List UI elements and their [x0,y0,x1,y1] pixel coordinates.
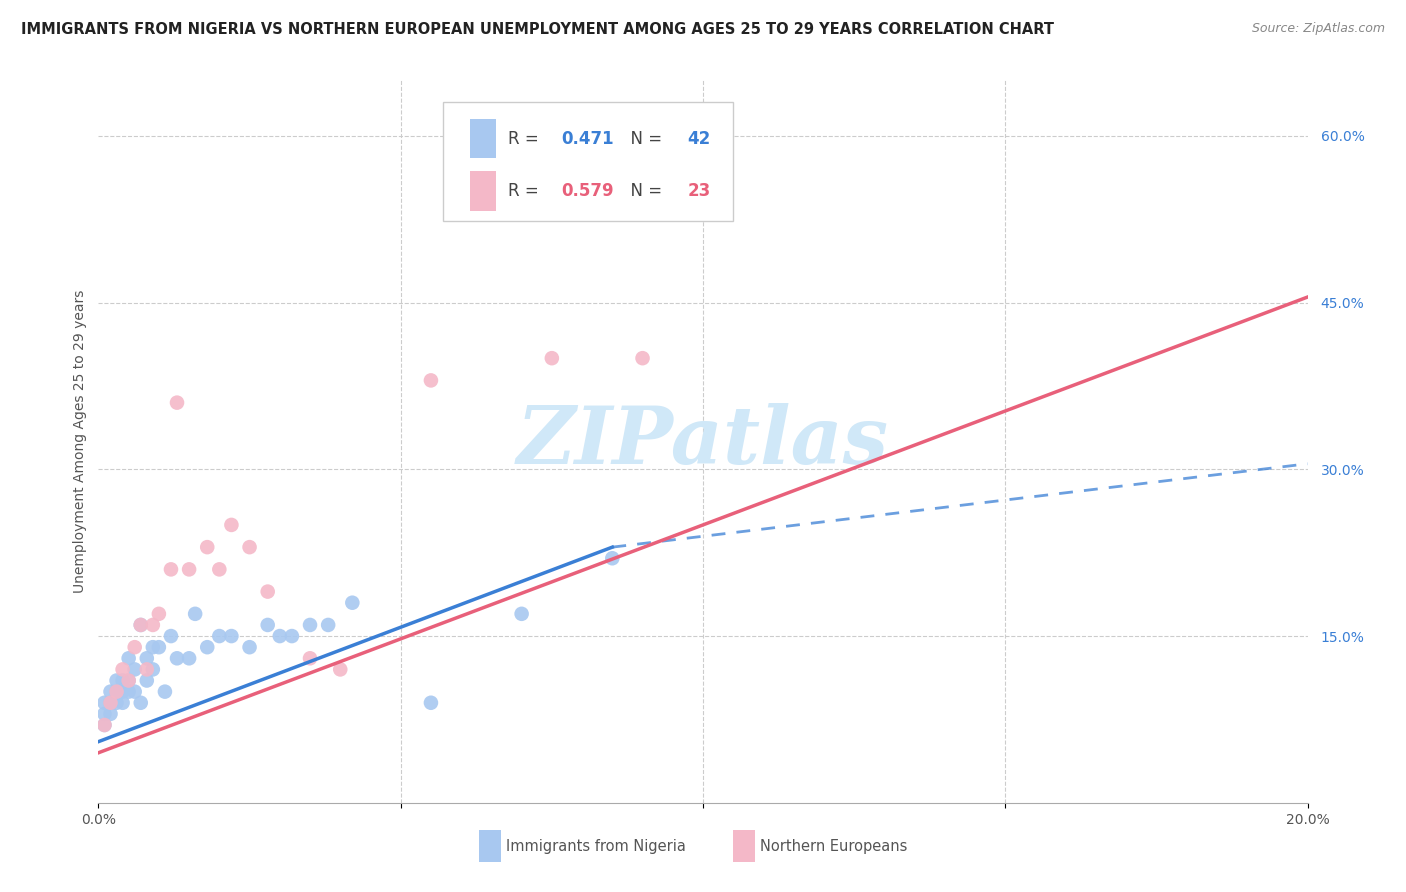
Point [316,618,339,632]
Text: 42: 42 [688,129,710,147]
Point [166,395,188,409]
Point [105,684,128,698]
Point [111,684,134,698]
Point [93,696,115,710]
Point [124,662,146,676]
Point [93,718,115,732]
Point [420,696,443,710]
FancyBboxPatch shape [479,830,501,863]
Text: IMMIGRANTS FROM NIGERIA VS NORTHERN EUROPEAN UNEMPLOYMENT AMONG AGES 25 TO 29 YE: IMMIGRANTS FROM NIGERIA VS NORTHERN EURO… [21,22,1054,37]
Text: N =: N = [620,182,666,200]
Text: Northern Europeans: Northern Europeans [759,838,907,854]
Point [129,696,152,710]
Point [124,640,146,655]
Point [160,629,183,643]
Text: N =: N = [620,129,666,147]
Point [129,618,152,632]
Text: Source: ZipAtlas.com: Source: ZipAtlas.com [1251,22,1385,36]
Point [100,706,122,721]
Point [221,629,243,643]
Point [208,562,231,576]
Point [269,629,291,643]
Point [420,373,443,387]
FancyBboxPatch shape [470,119,496,159]
FancyBboxPatch shape [443,102,734,221]
Point [129,618,152,632]
Point [118,673,141,688]
Point [118,673,141,688]
Point [299,651,322,665]
Point [105,673,128,688]
Point [299,618,322,632]
Text: ZIPatlas: ZIPatlas [517,403,889,480]
Point [195,540,218,554]
FancyBboxPatch shape [470,171,496,211]
Point [100,696,122,710]
Point [184,607,207,621]
Point [221,517,243,532]
Point [166,651,188,665]
Text: R =: R = [509,129,544,147]
Point [329,662,352,676]
Point [135,651,157,665]
Point [93,706,115,721]
Point [256,584,278,599]
Point [118,684,141,698]
Point [135,662,157,676]
FancyBboxPatch shape [734,830,755,863]
Point [105,684,128,698]
Point [631,351,654,366]
Y-axis label: Unemployment Among Ages 25 to 29 years: Unemployment Among Ages 25 to 29 years [73,290,87,593]
Point [179,651,201,665]
Point [208,629,231,643]
Point [153,684,176,698]
Point [100,684,122,698]
Point [195,640,218,655]
Text: 0.579: 0.579 [561,182,614,200]
Point [142,618,165,632]
Point [105,696,128,710]
Point [148,640,170,655]
Point [342,596,364,610]
Text: R =: R = [509,182,544,200]
Point [111,696,134,710]
Point [111,662,134,676]
Point [179,562,201,576]
Point [510,607,533,621]
Point [239,540,262,554]
Point [111,673,134,688]
Text: Immigrants from Nigeria: Immigrants from Nigeria [506,838,686,854]
Text: 23: 23 [688,182,710,200]
Point [142,662,165,676]
Text: 0.471: 0.471 [561,129,614,147]
Point [148,607,170,621]
Point [540,351,562,366]
Point [281,629,304,643]
Point [256,618,278,632]
Point [160,562,183,576]
Point [93,718,115,732]
Point [239,640,262,655]
Point [142,640,165,655]
Point [602,551,624,566]
Point [100,696,122,710]
Point [135,673,157,688]
Point [124,684,146,698]
Point [118,651,141,665]
